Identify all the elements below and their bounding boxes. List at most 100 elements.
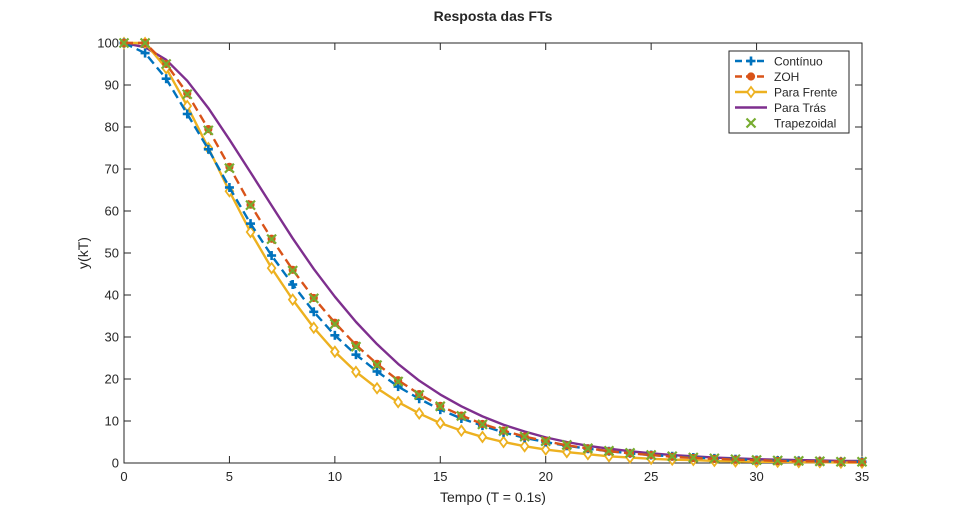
data-point: [182, 109, 192, 119]
data-point: [751, 454, 762, 466]
x-tick: 5: [226, 43, 233, 484]
data-point: [224, 162, 235, 174]
x-tick-label: 10: [328, 469, 342, 484]
x-tick-label: 0: [120, 469, 127, 484]
x-tick: 15: [433, 43, 448, 484]
legend-entry: Para Trás: [735, 101, 826, 115]
data-point: [203, 144, 213, 154]
y-tick-label: 80: [105, 120, 119, 135]
chart-title: Resposta das FTs: [434, 8, 553, 24]
series-layer: [118, 36, 868, 470]
data-point: [477, 419, 488, 430]
legend-entry: Trapezoidal: [745, 117, 836, 131]
data-point: [392, 376, 404, 387]
axis-ticks: 0 5 10 15 20 25 30 35 0 10 20 30 40 50 60 70 80 90 100: [97, 36, 869, 485]
data-point: [413, 389, 425, 401]
data-point: [330, 330, 340, 340]
data-point: [372, 366, 382, 376]
data-point: [519, 431, 530, 442]
y-tick-label: 10: [105, 414, 119, 429]
data-point: [287, 293, 298, 307]
data-point: [666, 451, 678, 462]
y-tick: 70: [105, 162, 862, 177]
data-point: [561, 445, 572, 459]
data-point: [645, 449, 657, 461]
data-point: [350, 341, 362, 352]
data-point: [309, 307, 319, 317]
data-point: [329, 345, 340, 359]
data-point: [477, 430, 488, 444]
data-point: [456, 410, 467, 422]
data-point: [139, 37, 151, 49]
data-point: [709, 453, 720, 464]
data-point: [351, 365, 361, 379]
y-tick: 80: [105, 120, 862, 135]
data-point: [540, 435, 551, 447]
data-point: [351, 340, 361, 350]
y-tick-label: 70: [105, 162, 119, 177]
data-point: [224, 182, 234, 192]
legend-label: ZOH: [774, 70, 799, 84]
data-point: [287, 265, 298, 276]
data-point: [351, 350, 361, 360]
y-axis-label: y(kT): [75, 237, 91, 269]
y-tick: 30: [105, 330, 862, 345]
x-tick-label: 5: [226, 469, 233, 484]
data-point: [730, 453, 741, 465]
data-point: [140, 48, 150, 58]
data-point: [161, 74, 171, 84]
data-point: [814, 456, 826, 467]
data-point: [498, 435, 509, 449]
data-point: [203, 125, 214, 136]
data-point: [435, 401, 446, 412]
legend-entry: ZOH: [735, 70, 799, 84]
data-point: [181, 88, 193, 100]
y-tick-label: 90: [105, 78, 119, 93]
data-point: [561, 439, 573, 451]
data-point: [793, 455, 805, 467]
x-tick: 10: [328, 43, 342, 484]
data-point: [856, 456, 868, 468]
data-point: [498, 425, 509, 437]
legend-entry: Para Frente: [735, 85, 838, 100]
data-point: [308, 293, 320, 304]
data-point: [329, 318, 341, 330]
data-point: [519, 439, 530, 453]
data-point: [371, 359, 383, 371]
data-point: [372, 381, 382, 395]
data-point: [835, 456, 847, 468]
data-point: [266, 233, 277, 245]
y-tick-label: 20: [105, 372, 119, 387]
data-point: [624, 447, 636, 459]
x-tick-label: 30: [749, 469, 763, 484]
data-point: [435, 416, 446, 430]
y-tick-label: 40: [105, 288, 119, 303]
data-point: [267, 251, 277, 261]
x-tick-label: 20: [538, 469, 552, 484]
data-point: [288, 280, 298, 289]
y-tick: 40: [105, 288, 862, 303]
data-point: [266, 261, 277, 275]
x-tick-label: 35: [855, 469, 869, 484]
data-point: [603, 445, 615, 457]
legend-entry: Contínuo: [735, 55, 823, 69]
x-tick: 20: [538, 43, 553, 484]
data-point: [245, 225, 256, 239]
x-axis-label: Tempo (T = 0.1s): [440, 489, 546, 505]
x-tick-label: 25: [644, 469, 658, 484]
data-point: [246, 219, 256, 229]
legend-label: Para Frente: [774, 86, 838, 100]
legend-label: Trapezoidal: [774, 117, 836, 131]
data-point: [393, 395, 403, 409]
data-point: [118, 37, 130, 49]
data-point: [308, 321, 319, 335]
y-tick: 90: [105, 78, 862, 93]
legend-label: Contínuo: [774, 55, 823, 69]
y-tick-label: 0: [112, 456, 119, 471]
y-tick-label: 50: [105, 246, 119, 261]
x-tick-label: 15: [433, 469, 447, 484]
legend-label: Para Trás: [774, 101, 826, 115]
data-point: [582, 443, 594, 454]
